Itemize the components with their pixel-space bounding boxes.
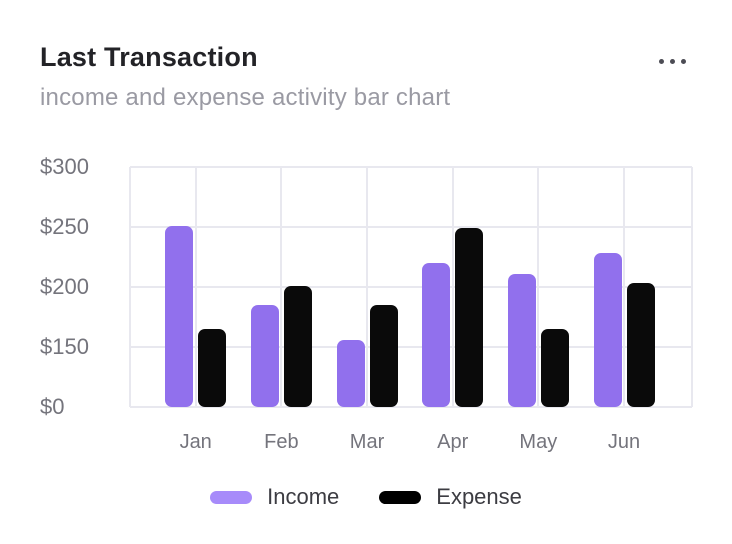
y-axis-label: $150 <box>40 334 89 359</box>
bar-chart-plot-area <box>129 166 693 408</box>
bar-expense-apr[interactable] <box>455 228 484 407</box>
expense-swatch-icon <box>379 490 422 504</box>
legend-label-expense: Expense <box>436 484 522 509</box>
v-gridline <box>366 167 369 407</box>
x-axis-label-feb: Feb <box>264 431 299 453</box>
v-gridline <box>691 167 693 407</box>
v-gridline <box>537 167 540 407</box>
card-menu-button[interactable] <box>648 46 696 76</box>
x-axis-label-jun: Jun <box>607 431 641 453</box>
y-axis-label: $250 <box>40 214 89 239</box>
chart-subtitle: income and expense activity bar chart <box>40 84 451 111</box>
h-gridline <box>130 346 692 348</box>
x-axis-label-apr: Apr <box>437 431 469 453</box>
ellipsis-icon <box>669 58 675 64</box>
bar-income-jan[interactable] <box>165 225 194 407</box>
h-gridline <box>130 226 692 228</box>
bar-income-may[interactable] <box>507 273 536 407</box>
h-gridline <box>130 166 692 168</box>
bar-expense-jun[interactable] <box>626 283 655 407</box>
bar-income-jun[interactable] <box>593 253 622 407</box>
bar-income-feb[interactable] <box>250 305 279 407</box>
y-axis-label: $300 <box>40 154 89 179</box>
legend-item-income[interactable]: Income <box>210 484 339 510</box>
v-gridline <box>451 167 454 407</box>
legend-label-income: Income <box>267 484 340 509</box>
bar-expense-mar[interactable] <box>369 305 398 407</box>
v-gridline <box>129 167 131 407</box>
x-axis-label-may: May <box>519 431 558 453</box>
bar-income-apr[interactable] <box>422 263 451 407</box>
page-title: Last Transaction <box>40 42 258 72</box>
bar-expense-feb[interactable] <box>283 285 312 407</box>
h-gridline <box>130 406 692 408</box>
v-gridline <box>623 167 625 407</box>
h-gridline <box>130 286 692 288</box>
v-gridline <box>194 167 197 407</box>
y-axis-label: $200 <box>40 274 89 299</box>
income-swatch-icon <box>210 490 253 504</box>
y-axis-label: $0 <box>40 394 65 419</box>
bar-expense-may[interactable] <box>540 329 569 407</box>
x-axis-label-mar: Mar <box>349 431 385 453</box>
ellipsis-icon <box>680 58 686 64</box>
bar-expense-jan[interactable] <box>198 329 227 407</box>
legend-item-expense[interactable]: Expense <box>379 484 522 510</box>
v-gridline <box>280 167 283 407</box>
chart-legend: Income Expense <box>0 482 732 512</box>
bar-income-mar[interactable] <box>336 339 365 407</box>
ellipsis-icon <box>658 58 664 64</box>
x-axis-label-jan: Jan <box>179 431 212 453</box>
